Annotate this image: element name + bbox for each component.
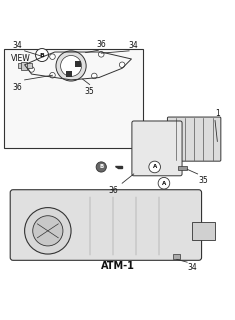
Text: B: B: [99, 164, 103, 170]
Text: 34: 34: [13, 41, 23, 50]
Circle shape: [158, 177, 170, 189]
Text: 35: 35: [199, 176, 208, 185]
FancyBboxPatch shape: [167, 117, 221, 161]
Circle shape: [29, 67, 34, 72]
Circle shape: [61, 55, 82, 76]
Circle shape: [56, 51, 86, 81]
Text: 34: 34: [187, 263, 197, 272]
Bar: [178, 166, 187, 171]
Text: 36: 36: [13, 83, 23, 92]
FancyBboxPatch shape: [4, 49, 143, 148]
Bar: [66, 71, 71, 77]
Text: 36: 36: [108, 186, 118, 195]
Circle shape: [96, 162, 106, 172]
FancyBboxPatch shape: [10, 190, 202, 260]
Text: VIEW: VIEW: [11, 54, 30, 63]
Polygon shape: [115, 166, 122, 168]
Circle shape: [119, 62, 125, 68]
Text: 34: 34: [129, 41, 139, 50]
Circle shape: [50, 54, 55, 60]
Text: 36: 36: [96, 40, 106, 49]
Circle shape: [25, 208, 71, 254]
Bar: [75, 61, 81, 67]
Circle shape: [149, 161, 161, 173]
Bar: [18, 63, 31, 68]
Circle shape: [35, 49, 49, 61]
Text: A: A: [153, 164, 157, 170]
Bar: [21, 61, 27, 70]
Text: B: B: [39, 52, 44, 58]
Bar: [192, 221, 215, 240]
Circle shape: [98, 52, 104, 57]
Circle shape: [91, 73, 97, 79]
Text: ATM-1: ATM-1: [101, 261, 134, 271]
Circle shape: [33, 216, 63, 246]
Text: 1: 1: [215, 109, 220, 118]
FancyBboxPatch shape: [132, 121, 182, 176]
Circle shape: [50, 72, 55, 78]
Bar: [173, 253, 180, 260]
Text: 35: 35: [85, 87, 94, 96]
Text: A: A: [162, 181, 166, 186]
